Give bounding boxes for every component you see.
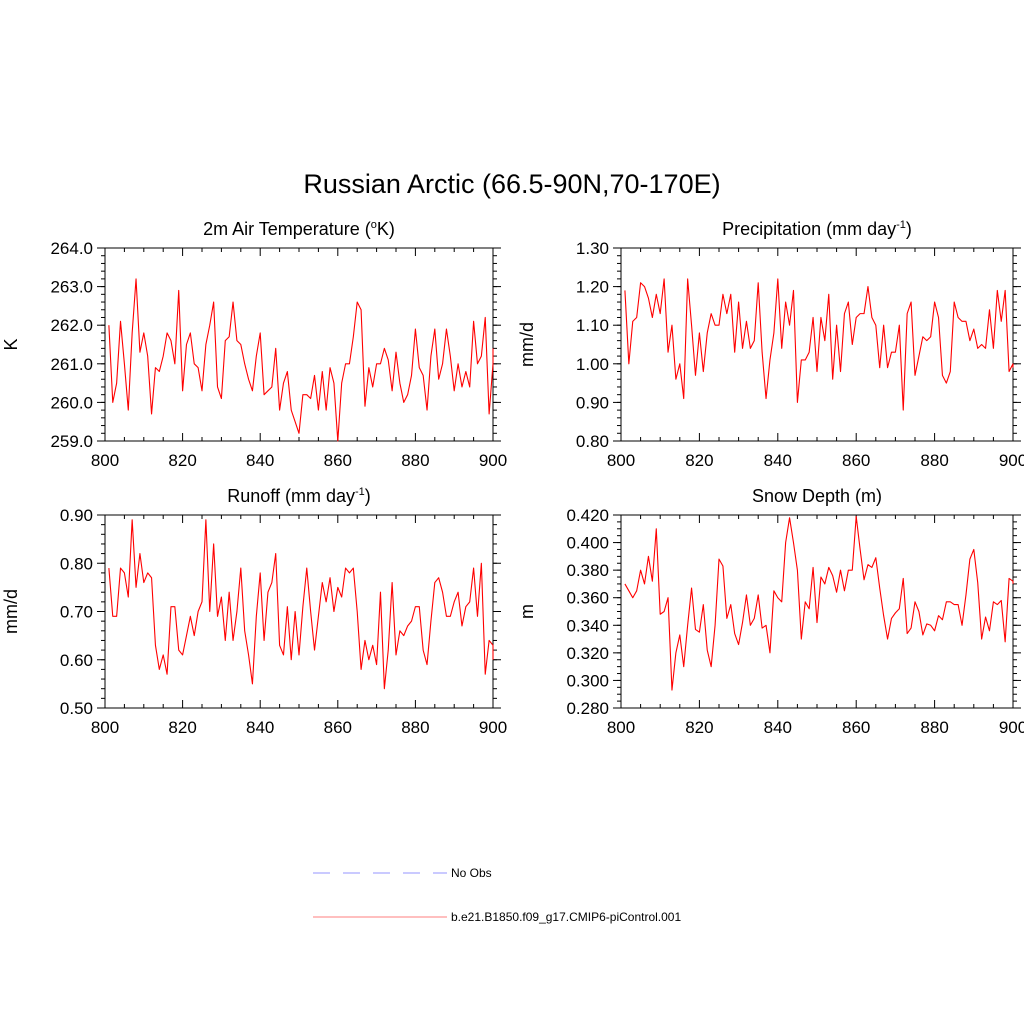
y-tick-label: 0.280: [566, 699, 609, 718]
plot-frame: [104, 514, 494, 709]
panel-title-tail: K): [377, 219, 395, 239]
panel-title-superscript: o: [371, 219, 377, 231]
x-tick-label: 840: [764, 451, 792, 470]
x-tick-label: 860: [842, 451, 870, 470]
y-tick-label: 0.360: [566, 589, 609, 608]
y-axis-label: mm/d: [1, 589, 21, 634]
x-tick-label: 880: [920, 451, 948, 470]
y-tick-label: 0.60: [60, 651, 93, 670]
panel-title-main: Precipitation (mm day: [722, 219, 896, 239]
y-tick-label: 0.90: [60, 506, 93, 525]
panel-title-tail: ): [906, 219, 912, 239]
y-tick-label: 260.0: [50, 393, 93, 412]
x-tick-label: 800: [607, 451, 635, 470]
series-line: [624, 515, 1014, 691]
y-tick-label: 0.420: [566, 506, 609, 525]
y-tick-label: 0.70: [60, 603, 93, 622]
y-tick-label: 261.0: [50, 355, 93, 374]
x-tick-label: 840: [246, 718, 274, 737]
panel-title: 2m Air Temperature (oK): [203, 219, 395, 239]
x-tick-label: 820: [685, 718, 713, 737]
panel-title-superscript: -1: [355, 486, 365, 498]
plot-frame: [620, 247, 1014, 442]
y-tick-label: 1.20: [576, 278, 609, 297]
y-tick-label: 1.30: [576, 239, 609, 258]
x-tick-label: 860: [324, 451, 352, 470]
x-tick-label: 860: [324, 718, 352, 737]
panel-title: Runoff (mm day-1): [227, 486, 371, 506]
y-tick-label: 264.0: [50, 239, 93, 258]
x-tick-label: 880: [401, 451, 429, 470]
y-tick-label: 0.320: [566, 644, 609, 663]
panel-title-superscript: -1: [896, 219, 906, 231]
panel-title: Snow Depth (m): [752, 486, 882, 506]
y-tick-label: 0.380: [566, 561, 609, 580]
panel-title: Precipitation (mm day-1): [722, 219, 912, 239]
legend: No Obs b.e21.B1850.f09_g17.CMIP6-piContr…: [313, 866, 681, 924]
panel-title-main: 2m Air Temperature (: [203, 219, 371, 239]
y-tick-label: 0.80: [60, 554, 93, 573]
x-tick-label: 800: [91, 451, 119, 470]
panel-title-tail: ): [365, 486, 371, 506]
y-tick-label: 259.0: [50, 432, 93, 451]
x-tick-label: 900: [479, 451, 507, 470]
x-tick-label: 820: [685, 451, 713, 470]
panel-title-main: Runoff (mm day: [227, 486, 355, 506]
legend-no-obs-label: No Obs: [451, 866, 492, 880]
series-line: [108, 278, 494, 442]
y-tick-label: 1.00: [576, 355, 609, 374]
legend-model-label: b.e21.B1850.f09_g17.CMIP6-piControl.001: [451, 910, 681, 924]
plot-frame: [104, 247, 494, 442]
y-tick-label: 0.340: [566, 616, 609, 635]
y-axis-label: m: [517, 604, 537, 619]
y-axis-label: K: [1, 338, 21, 350]
y-tick-label: 263.0: [50, 278, 93, 297]
x-tick-label: 800: [91, 718, 119, 737]
series-line: [624, 278, 1014, 411]
y-tick-label: 0.400: [566, 534, 609, 553]
panel-precipitation: Precipitation (mm day-1) mm/d 800 820 840 860…: [517, 219, 1024, 470]
x-tick-label: 840: [246, 451, 274, 470]
x-tick-label: 860: [842, 718, 870, 737]
x-tick-label: 900: [999, 451, 1024, 470]
panel-runoff: Runoff (mm day-1) mm/d 800 820 840 860 880 900 0…: [1, 486, 507, 737]
series-line: [108, 519, 494, 690]
x-tick-label: 800: [607, 718, 635, 737]
y-axis-label: mm/d: [517, 322, 537, 367]
figure-title: Russian Arctic (66.5-90N,70-170E): [303, 169, 720, 199]
y-tick-label: 0.50: [60, 699, 93, 718]
panel-snow-depth: Snow Depth (m) m 800 820 840 860 880 900 0.280 0.…: [517, 486, 1024, 737]
y-tick-label: 1.10: [576, 316, 609, 335]
y-tick-label: 262.0: [50, 316, 93, 335]
panel-air-temperature: 2m Air Temperature (oK) K 800 820 840 860 880 9…: [1, 219, 507, 470]
plot-frame: [620, 514, 1014, 709]
x-tick-label: 880: [401, 718, 429, 737]
x-tick-label: 820: [168, 451, 196, 470]
x-tick-label: 820: [168, 718, 196, 737]
y-tick-label: 0.80: [576, 432, 609, 451]
x-tick-label: 900: [999, 718, 1024, 737]
x-tick-label: 900: [479, 718, 507, 737]
x-tick-label: 840: [764, 718, 792, 737]
y-tick-label: 0.300: [566, 671, 609, 690]
y-tick-label: 0.90: [576, 393, 609, 412]
x-tick-label: 880: [920, 718, 948, 737]
panel-title-main: Snow Depth (m): [752, 486, 882, 506]
